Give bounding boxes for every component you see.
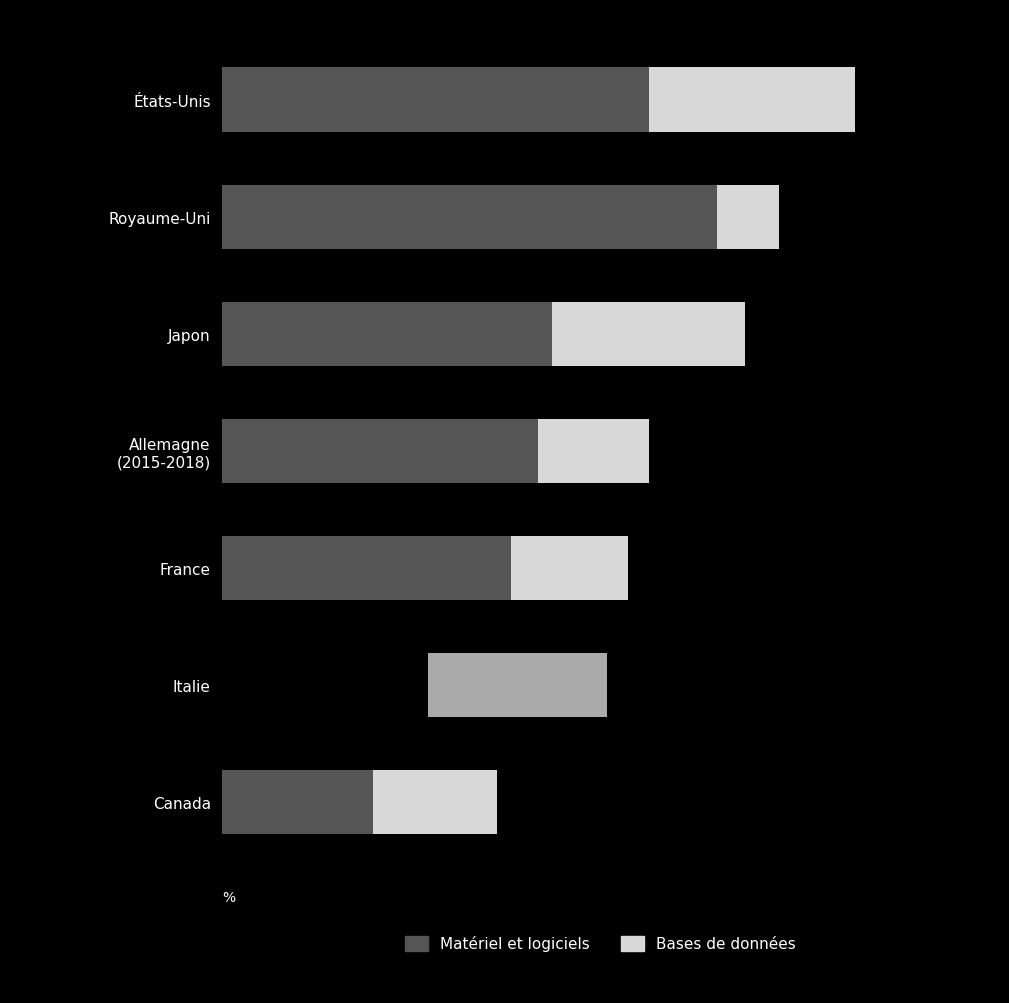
Legend: Matériel et logiciels, Bases de données: Matériel et logiciels, Bases de données — [400, 930, 801, 958]
Bar — [222, 186, 717, 250]
Bar — [552, 302, 745, 366]
Bar — [222, 419, 539, 483]
Bar — [429, 653, 607, 717]
Bar — [649, 68, 855, 132]
Bar — [717, 186, 779, 250]
Bar — [511, 537, 628, 601]
Bar — [222, 68, 649, 132]
Bar — [222, 770, 373, 834]
Bar — [222, 302, 552, 366]
Bar — [222, 537, 511, 601]
Bar — [539, 419, 649, 483]
Bar — [373, 770, 497, 834]
Text: %: % — [222, 890, 235, 904]
